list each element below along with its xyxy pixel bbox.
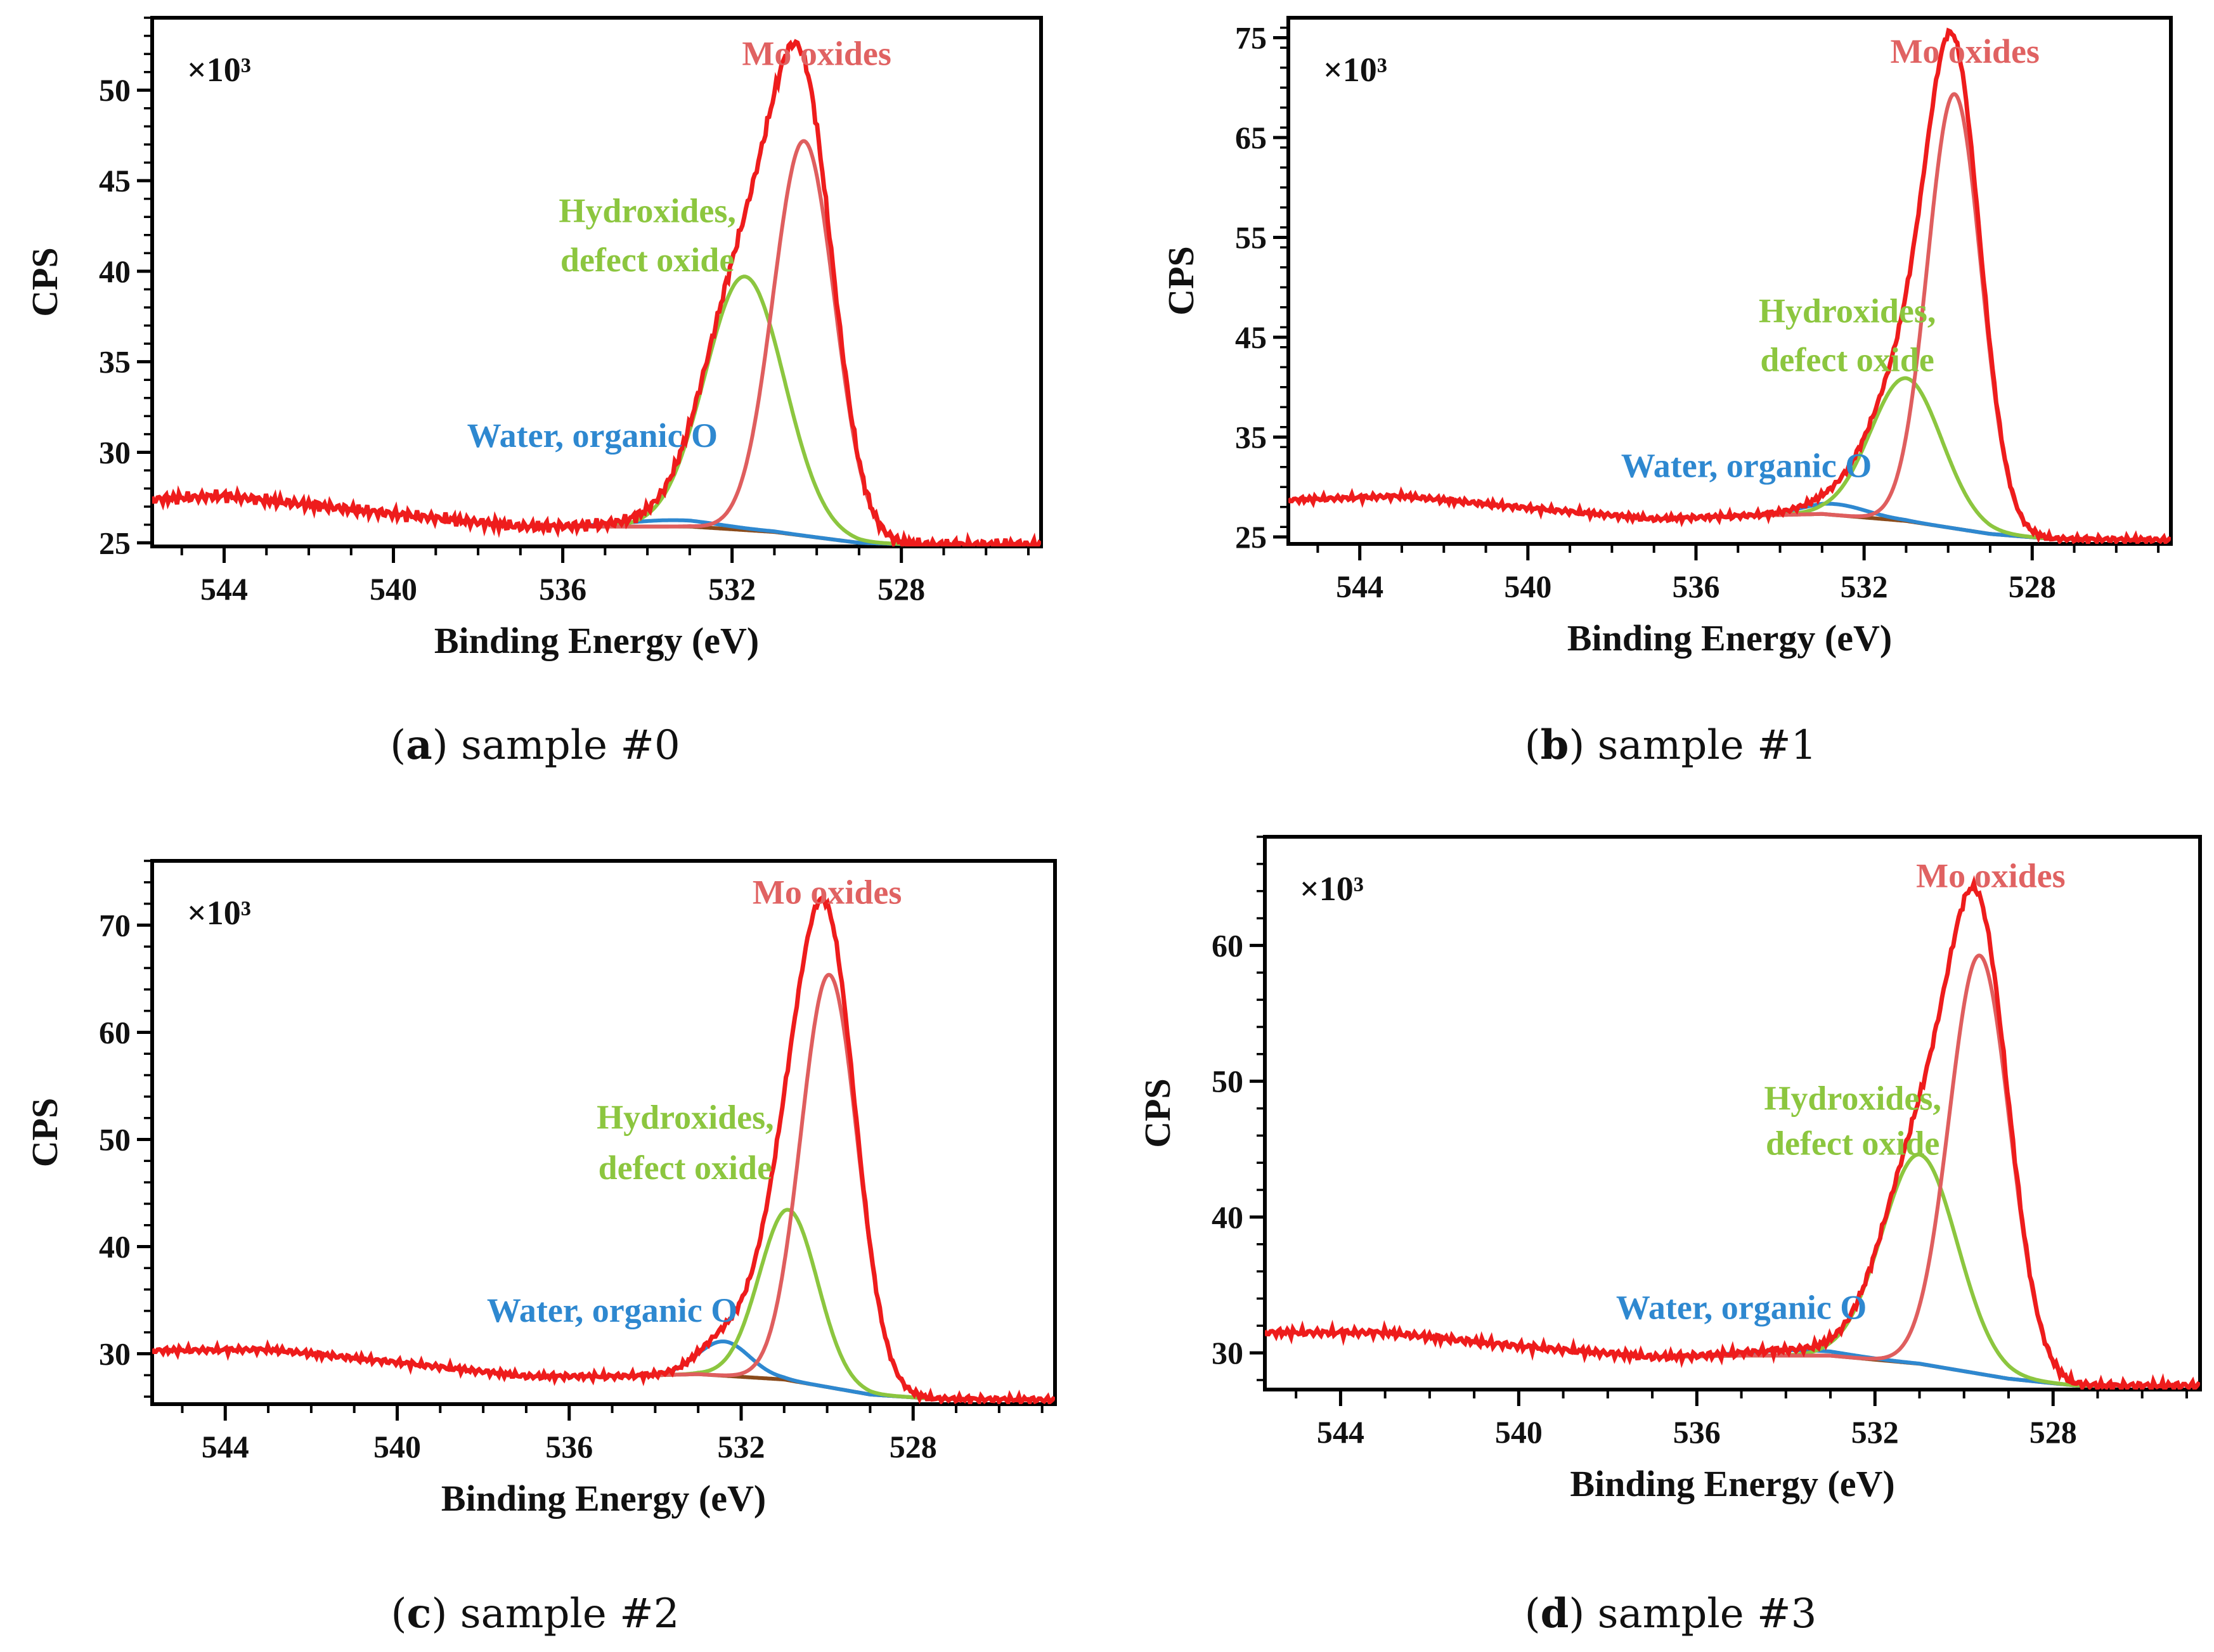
mo-oxides-label: Mo oxides (1890, 32, 2040, 70)
chart-c: 544 540 536 532 528 30 40 50 60 70 Binding Energy … (24, 859, 1057, 1519)
y-tick-label: 45 (1235, 319, 1267, 355)
y-tick-label: 40 (1212, 1199, 1243, 1235)
y-tick-label: 65 (1235, 120, 1267, 155)
hydroxides-curve (562, 274, 940, 546)
mo-oxides-label: Mo oxides (753, 874, 902, 912)
x-tick-label: 544 (202, 1429, 249, 1464)
x-tick-label: 528 (890, 1429, 937, 1464)
caption-a: (a) sample #0 (390, 721, 680, 769)
curves-group (152, 39, 1041, 546)
y-tick-label: 50 (99, 1121, 131, 1157)
y-tick-label: 50 (1212, 1064, 1243, 1099)
x-tick-label: 532 (1841, 569, 1888, 604)
x-axis-label: Binding Energy (eV) (1567, 617, 1892, 659)
x-tick-label: 540 (1504, 569, 1551, 604)
y-tick-label: 35 (1235, 419, 1267, 455)
y-axis-label: CPS (1160, 246, 1201, 316)
x-tick-label: 536 (539, 571, 586, 607)
chart-d: 544 540 536 532 528 30 40 50 60 Binding Energy (e… (1137, 835, 2202, 1504)
x-tick-label: 528 (2030, 1414, 2077, 1450)
multiplier-label: ×10³ (1300, 870, 1364, 908)
x-tick-label: 536 (1672, 569, 1719, 604)
y-tick-label: 30 (99, 434, 131, 470)
caption-d: (d) sample #3 (1524, 1590, 1817, 1637)
y-axis-label: CPS (24, 247, 65, 317)
x-tick-label: 536 (1673, 1414, 1721, 1450)
y-tick-label: 30 (99, 1336, 131, 1372)
y-tick-label: 55 (1235, 219, 1267, 255)
y-tick-label: 40 (99, 254, 131, 289)
x-tick-label: 536 (545, 1429, 593, 1464)
defect-oxide-label: defect oxide (1766, 1124, 1939, 1162)
curves-group (1288, 27, 2171, 544)
y-tick-label: 50 (99, 72, 131, 108)
mo-oxides-label: Mo oxides (1916, 856, 2066, 894)
caption-c: (c) sample #2 (391, 1590, 680, 1637)
water-organic-o-label: Water, organic O (1616, 1289, 1867, 1327)
y-tick-label: 45 (99, 163, 131, 198)
x-tick-label: 540 (373, 1429, 421, 1464)
envelope-curve (152, 39, 1041, 546)
envelope-curve (152, 895, 1055, 1404)
x-tick-label: 528 (877, 571, 925, 607)
multiplier-label: ×10³ (1323, 51, 1387, 89)
x-tick-label: 544 (1336, 569, 1383, 604)
plot-frame (1263, 835, 2202, 1391)
x-tick-label: 532 (1851, 1414, 1899, 1450)
chart-b: 544 540 536 532 528 25 35 45 55 65 75 Binding Energ… (1160, 16, 2173, 659)
hydroxides-label: Hydroxides, (597, 1099, 774, 1137)
y-tick-label: 40 (99, 1229, 131, 1265)
chart-a: 544 540 536 532 528 25 30 35 40 45 50 Binding Energ… (24, 16, 1043, 661)
envelope-curve (1288, 27, 2171, 544)
x-tick-label: 540 (1495, 1414, 1543, 1450)
curves-group (1265, 875, 2200, 1390)
defect-oxide-label: defect oxide (560, 241, 734, 279)
multiplier-label: ×10³ (187, 894, 251, 932)
multiplier-label: ×10³ (187, 51, 251, 89)
plot-frame (150, 16, 1043, 548)
caption-b: (b) sample #1 (1524, 721, 1817, 769)
water-organic-o-label: Water, organic O (467, 416, 718, 455)
x-axis-label: Binding Energy (eV) (1570, 1463, 1894, 1504)
mo-oxides-label: Mo oxides (742, 34, 891, 72)
y-tick-label: 70 (99, 907, 131, 943)
x-tick-label: 532 (708, 571, 756, 607)
x-axis-label: Binding Energy (eV) (441, 1478, 766, 1519)
hydroxides-label: Hydroxides, (1759, 292, 1936, 330)
y-tick-label: 25 (99, 525, 131, 560)
envelope-curve (1265, 875, 2200, 1390)
plot-frame (1286, 16, 2173, 546)
x-tick-label: 544 (200, 571, 248, 607)
y-tick-label: 60 (1212, 927, 1243, 963)
x-axis-label: Binding Energy (eV) (434, 620, 759, 661)
y-tick-label: 35 (99, 344, 131, 380)
x-tick-label: 532 (717, 1429, 765, 1464)
water-organic-o-label: Water, organic O (487, 1291, 737, 1329)
x-tick-label: 544 (1317, 1414, 1364, 1450)
x-tick-label: 528 (2009, 569, 2056, 604)
y-tick-label: 75 (1235, 20, 1267, 55)
y-tick-label: 30 (1212, 1335, 1243, 1371)
x-tick-label: 540 (370, 571, 417, 607)
y-axis-label: CPS (24, 1098, 65, 1168)
y-tick-label: 60 (99, 1014, 131, 1050)
y-axis-label: CPS (1137, 1078, 1178, 1148)
plot-frame (150, 859, 1057, 1406)
hydroxides-label: Hydroxides, (1764, 1080, 1941, 1118)
defect-oxide-label: defect oxide (599, 1149, 772, 1187)
defect-oxide-label: defect oxide (1760, 341, 1934, 379)
y-tick-label: 25 (1235, 519, 1267, 555)
water-organic-o-label: Water, organic O (1621, 446, 1872, 484)
curves-group (152, 895, 1055, 1404)
hydroxides-label: Hydroxides, (559, 192, 736, 230)
